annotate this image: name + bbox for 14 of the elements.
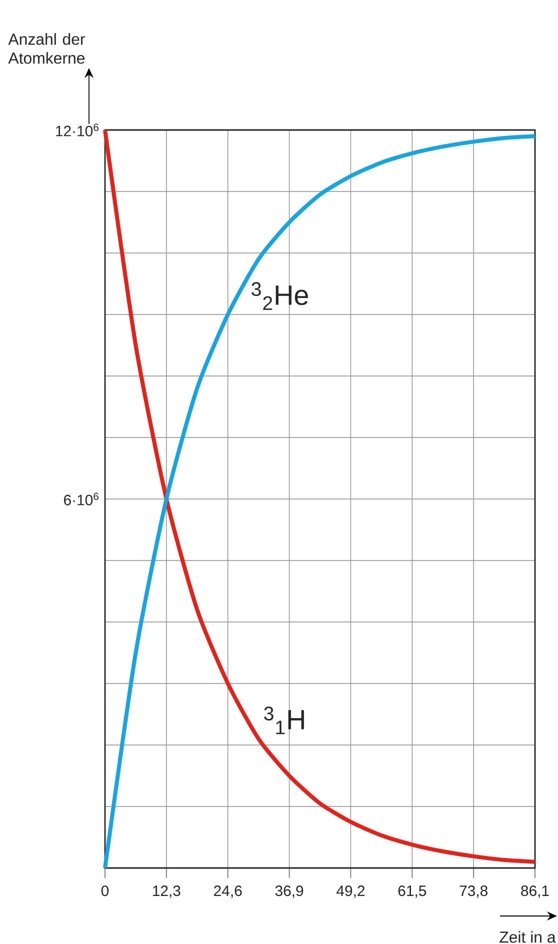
series-label: 3$_{1}$H bbox=[264, 706, 304, 734]
x-tick-label: 73,8 bbox=[460, 886, 488, 898]
x-tick-label: 12,3 bbox=[153, 886, 180, 898]
y-tick-label: 6·10$^{6}$ bbox=[64, 492, 99, 506]
y-tick-label: 12·10$^{6}$ bbox=[56, 124, 99, 136]
x-tick-label: 61,5 bbox=[398, 886, 426, 898]
x-tick-label: 36,9 bbox=[275, 886, 304, 898]
series-label: 3$_{2}$He bbox=[252, 282, 308, 310]
x-tick-label: 0 bbox=[101, 886, 109, 896]
x-axis-title: Zeit in a bbox=[500, 931, 556, 943]
x-tick-label: 86,1 bbox=[521, 886, 549, 898]
x-tick-label: 49,2 bbox=[336, 886, 365, 898]
x-tick-label: 24,6 bbox=[214, 886, 242, 898]
y-axis-title: Anzahl der Atomkerne bbox=[8, 33, 86, 64]
